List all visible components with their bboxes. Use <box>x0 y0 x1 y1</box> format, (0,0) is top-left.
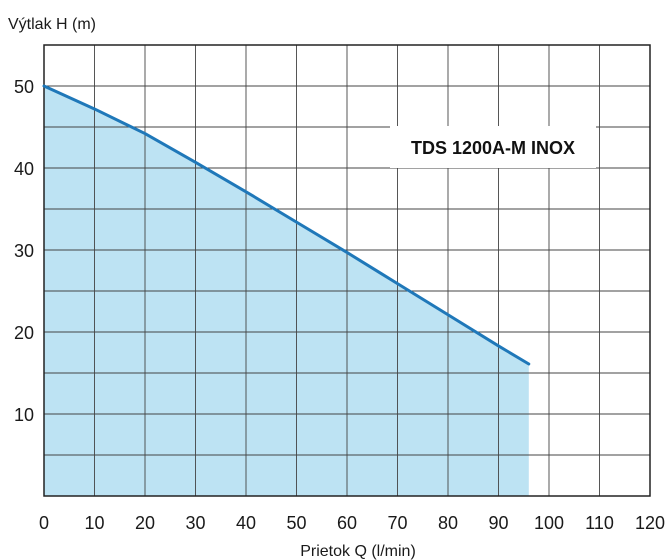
plot-frame <box>43 44 651 497</box>
y-tick-label: 50 <box>14 77 34 97</box>
y-axis-title: Výtlak H (m) <box>8 16 96 33</box>
x-tick-label: 70 <box>387 513 407 533</box>
x-tick-label: 50 <box>286 513 306 533</box>
x-tick-label: 0 <box>39 513 49 533</box>
x-tick-label: 30 <box>185 513 205 533</box>
x-axis-title: Prietok Q (l/min) <box>300 543 416 560</box>
y-tick-label: 10 <box>14 405 34 425</box>
x-tick-label: 120 <box>635 513 665 533</box>
x-tick-label: 20 <box>135 513 155 533</box>
series-label-box <box>390 126 596 168</box>
x-tick-label: 10 <box>84 513 104 533</box>
y-tick-label: 20 <box>14 323 34 343</box>
x-tick-label: 110 <box>585 513 614 533</box>
y-tick-label: 30 <box>14 241 34 261</box>
series-label: TDS 1200A-M INOX <box>411 138 575 158</box>
x-tick-label: 90 <box>488 513 508 533</box>
x-tick-label: 60 <box>337 513 357 533</box>
x-tick-label: 80 <box>438 513 458 533</box>
x-tick-label: 100 <box>534 513 564 533</box>
x-tick-label: 40 <box>236 513 256 533</box>
y-tick-label: 40 <box>14 159 34 179</box>
